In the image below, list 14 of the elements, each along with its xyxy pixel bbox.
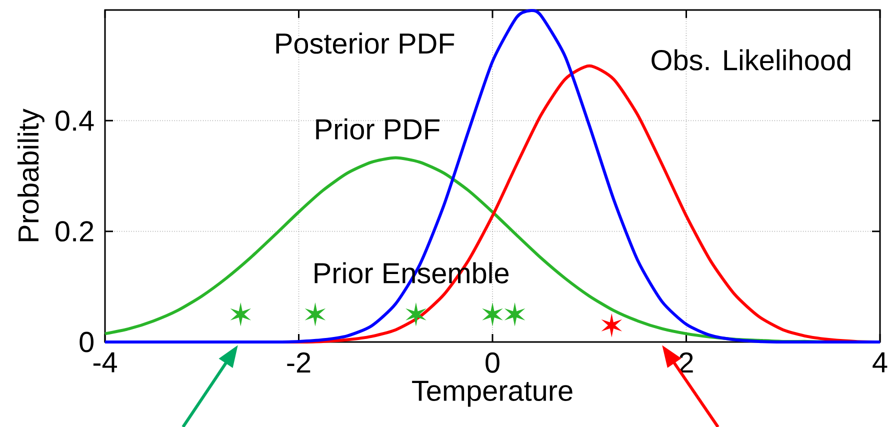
series-label: Posterior PDF [276,32,454,54]
y-tick-label: 0 [80,332,94,352]
x-tick-label: 4 [872,352,888,372]
x-axis-title: Temperature [412,380,572,407]
x-tick-label: -2 [287,352,310,373]
x-tick-label: -4 [93,352,117,372]
y-tick-label: 0.4 [56,110,94,131]
x-tick-label: 0 [486,352,500,373]
y-axis-title: Probability [18,108,44,242]
series-label: Prior PDF [316,118,440,140]
series-label: Obs. Likelihood [652,49,850,70]
x-tick-label: 2 [680,352,693,373]
y-tick-label: 0.2 [56,221,94,242]
line-series [104,9,882,344]
